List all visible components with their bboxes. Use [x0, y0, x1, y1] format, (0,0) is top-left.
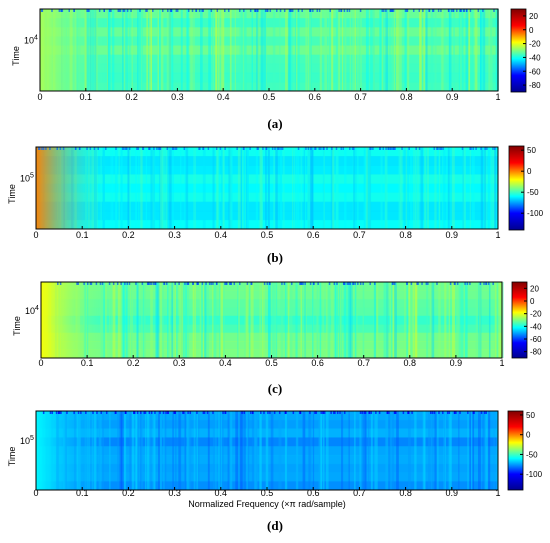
heatmap-top-row [37, 147, 496, 150]
x-tick-label: 0.8 [400, 92, 413, 102]
x-tick-label: 0.9 [446, 488, 459, 498]
x-tick-label: 0.1 [76, 488, 89, 498]
colorbar-tick-label: 50 [527, 146, 536, 155]
colorbar-tick-label: 20 [530, 284, 539, 293]
colorbar [507, 410, 524, 491]
low-frequency-region [36, 411, 110, 490]
x-tick-label: 0.3 [168, 488, 181, 498]
heatmap-top-row [40, 9, 495, 12]
colorbar-tick-label: -40 [529, 53, 541, 62]
colorbar-tick-label: -50 [526, 450, 538, 459]
y-tick-label: 104 [25, 305, 39, 316]
x-tick-label: 0.9 [446, 230, 459, 240]
x-tick-label: 0.7 [353, 230, 366, 240]
x-tick-label: 0.2 [122, 230, 135, 240]
x-tick-label: 0.5 [263, 92, 276, 102]
colorbar-tick-label: 0 [529, 26, 534, 35]
heatmap-time-bands [41, 282, 502, 359]
x-tick-label: 0.6 [311, 358, 324, 368]
x-tick-label: 0.4 [217, 92, 230, 102]
panel-label: (a) [267, 116, 282, 131]
colorbar [511, 281, 528, 359]
x-tick-label: 0.8 [404, 358, 417, 368]
x-tick-label: 0.9 [446, 92, 459, 102]
x-tick-label: 0.1 [80, 92, 93, 102]
colorbar-tick-label: 0 [527, 167, 532, 176]
x-tick-label: 0.6 [307, 230, 320, 240]
x-tick-label: 0.4 [215, 230, 228, 240]
x-tick-label: 1 [495, 488, 500, 498]
colorbar-tick-label: -80 [530, 348, 542, 357]
x-tick-label: 0 [37, 92, 42, 102]
heatmap-top-row [42, 411, 487, 414]
colorbar-tick-label: -100 [527, 209, 544, 218]
x-tick-label: 1 [495, 92, 500, 102]
x-tick-label: 0.7 [357, 358, 370, 368]
colorbar-tick-label: -60 [529, 67, 541, 76]
y-tick-label: 105 [20, 172, 34, 183]
x-tick-label: 0.2 [122, 488, 135, 498]
x-tick-label: 0.4 [215, 488, 228, 498]
x-tick-label: 0.3 [173, 358, 186, 368]
panel-label: (d) [267, 518, 283, 533]
colorbar-tick-label: -100 [526, 470, 543, 479]
x-tick-label: 0.7 [354, 92, 367, 102]
x-tick-label: 0.4 [219, 358, 232, 368]
x-tick-label: 1 [495, 230, 500, 240]
x-tick-label: 0.6 [309, 92, 322, 102]
x-tick-label: 0.1 [81, 358, 94, 368]
x-tick-label: 0.6 [307, 488, 320, 498]
heatmap-time-bands [36, 147, 498, 230]
y-axis-label: Time [11, 46, 21, 66]
x-tick-label: 0.1 [76, 230, 89, 240]
colorbar [510, 8, 527, 93]
panel-label: (c) [268, 381, 282, 396]
colorbar-tick-label: -20 [530, 310, 542, 319]
colorbar-tick-label: 0 [526, 431, 531, 440]
low-frequency-region [41, 282, 115, 358]
x-tick-label: 0.2 [125, 92, 138, 102]
y-axis-label: Time [7, 447, 17, 467]
heatmap-top-row [57, 282, 494, 285]
x-tick-label: 0 [33, 488, 38, 498]
colorbar-tick-label: -40 [530, 322, 542, 331]
x-tick-label: 1 [499, 358, 504, 368]
x-tick-label: 0.3 [168, 230, 181, 240]
heatmap-time-bands [40, 9, 498, 92]
x-tick-label: 0.5 [261, 230, 274, 240]
colorbar-tick-label: -60 [530, 335, 542, 344]
heatmap-time-bands [36, 411, 498, 491]
x-tick-label: 0.9 [450, 358, 463, 368]
colorbar-tick-label: -80 [529, 81, 541, 90]
x-tick-label: 0.2 [127, 358, 140, 368]
x-tick-label: 0.5 [261, 488, 274, 498]
x-tick-label: 0.5 [265, 358, 278, 368]
low-frequency-region [40, 9, 114, 91]
x-tick-label: 0.8 [399, 230, 412, 240]
y-tick-label: 104 [24, 34, 38, 45]
colorbar-tick-label: 50 [526, 411, 535, 420]
colorbar-tick-label: -20 [529, 40, 541, 49]
x-axis-label: Normalized Frequency (×π rad/sample) [188, 499, 346, 509]
x-tick-label: 0.3 [171, 92, 184, 102]
colorbar-tick-label: 0 [530, 297, 535, 306]
panel-label: (b) [267, 250, 283, 265]
colorbar-tick-label: -50 [527, 188, 539, 197]
colorbar-tick-label: 20 [529, 12, 538, 21]
colorbar [508, 145, 525, 231]
y-axis-label: Time [7, 184, 17, 204]
y-tick-label: 105 [20, 435, 34, 446]
y-axis-label: Time [12, 316, 22, 336]
x-tick-label: 0 [38, 358, 43, 368]
x-tick-label: 0.7 [353, 488, 366, 498]
low-frequency-region [36, 147, 110, 229]
x-tick-label: 0.8 [399, 488, 412, 498]
x-tick-label: 0 [33, 230, 38, 240]
